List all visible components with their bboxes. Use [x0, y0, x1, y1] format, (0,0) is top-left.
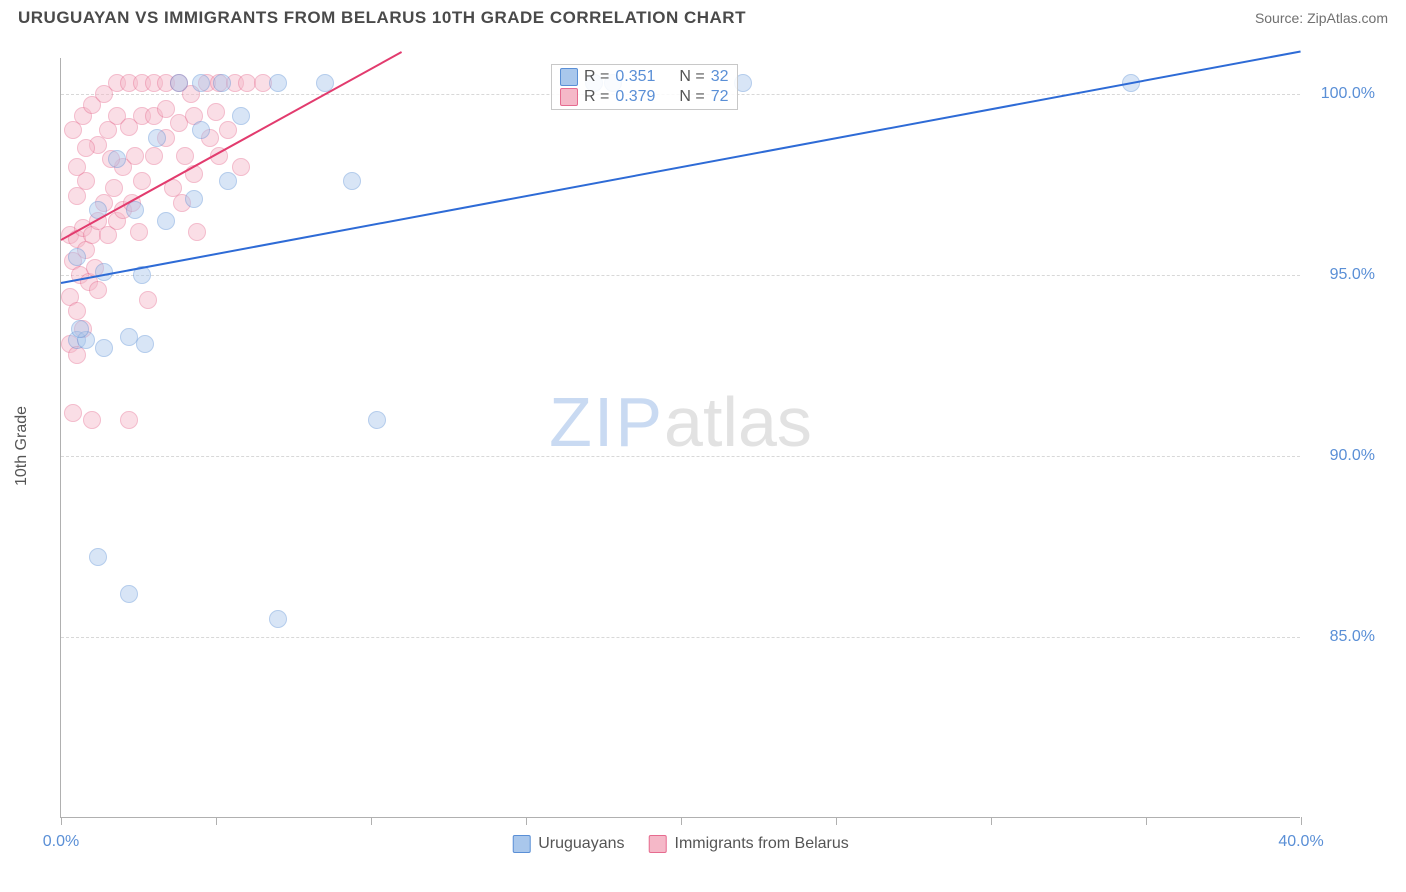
data-point	[269, 610, 287, 628]
data-point	[68, 158, 86, 176]
data-point	[219, 121, 237, 139]
x-tick	[1301, 817, 1302, 825]
y-tick-label: 85.0%	[1305, 628, 1375, 646]
data-point	[219, 172, 237, 190]
stats-legend-row: R = 0.379N = 72	[560, 87, 729, 107]
gridline	[61, 456, 1300, 457]
stats-legend: R = 0.351N = 32R = 0.379N = 72	[551, 64, 738, 110]
data-point	[192, 121, 210, 139]
data-point	[133, 172, 151, 190]
gridline	[61, 637, 1300, 638]
chart-header: URUGUAYAN VS IMMIGRANTS FROM BELARUS 10T…	[0, 0, 1406, 28]
data-point	[130, 223, 148, 241]
data-point	[68, 248, 86, 266]
x-tick	[61, 817, 62, 825]
data-point	[95, 339, 113, 357]
data-point	[145, 147, 163, 165]
stats-legend-row: R = 0.351N = 32	[560, 67, 729, 87]
watermark: ZIPatlas	[549, 382, 812, 462]
x-tick	[836, 817, 837, 825]
data-point	[77, 139, 95, 157]
legend-item: Immigrants from Belarus	[649, 835, 849, 853]
data-point	[126, 147, 144, 165]
data-point	[120, 585, 138, 603]
data-point	[232, 158, 250, 176]
legend-swatch	[512, 835, 530, 853]
data-point	[83, 411, 101, 429]
legend-label: Uruguayans	[538, 835, 624, 853]
scatter-chart: ZIPatlas UruguayansImmigrants from Belar…	[60, 58, 1300, 818]
x-tick	[371, 817, 372, 825]
data-point	[232, 107, 250, 125]
x-tick	[216, 817, 217, 825]
data-point	[170, 74, 188, 92]
data-point	[176, 147, 194, 165]
y-tick-label: 95.0%	[1305, 266, 1375, 284]
legend-swatch	[560, 68, 578, 86]
data-point	[192, 74, 210, 92]
data-point	[157, 212, 175, 230]
data-point	[136, 335, 154, 353]
x-tick	[1146, 817, 1147, 825]
data-point	[185, 190, 203, 208]
x-tick-label: 0.0%	[43, 833, 79, 851]
data-point	[368, 411, 386, 429]
legend-bottom: Uruguayans Immigrants from Belarus	[512, 835, 849, 853]
data-point	[188, 223, 206, 241]
y-tick-label: 90.0%	[1305, 447, 1375, 465]
legend-item: Uruguayans	[512, 835, 624, 853]
chart-source: Source: ZipAtlas.com	[1255, 10, 1388, 26]
data-point	[89, 281, 107, 299]
data-point	[148, 129, 166, 147]
x-tick	[681, 817, 682, 825]
data-point	[139, 291, 157, 309]
data-point	[71, 320, 89, 338]
data-point	[105, 179, 123, 197]
data-point	[213, 74, 231, 92]
data-point	[120, 411, 138, 429]
y-tick-label: 100.0%	[1305, 85, 1375, 103]
data-point	[89, 548, 107, 566]
legend-swatch	[560, 88, 578, 106]
x-tick	[526, 817, 527, 825]
chart-title: URUGUAYAN VS IMMIGRANTS FROM BELARUS 10T…	[18, 8, 746, 28]
data-point	[64, 404, 82, 422]
y-axis-title: 10th Grade	[13, 406, 31, 486]
data-point	[108, 150, 126, 168]
data-point	[343, 172, 361, 190]
data-point	[207, 103, 225, 121]
data-point	[269, 74, 287, 92]
gridline	[61, 275, 1300, 276]
data-point	[126, 201, 144, 219]
legend-label: Immigrants from Belarus	[675, 835, 849, 853]
legend-swatch	[649, 835, 667, 853]
data-point	[68, 302, 86, 320]
x-tick	[991, 817, 992, 825]
x-tick-label: 40.0%	[1278, 833, 1323, 851]
